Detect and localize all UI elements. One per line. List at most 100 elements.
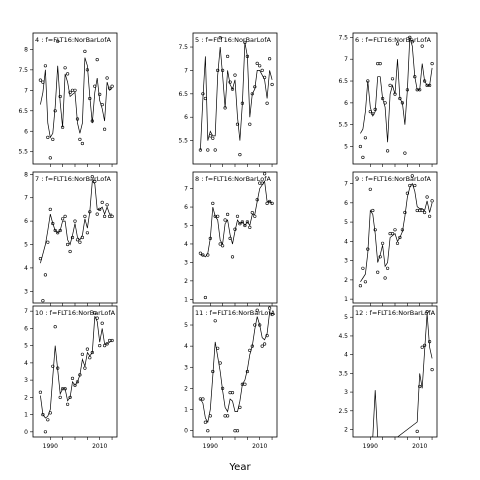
data-point bbox=[38, 257, 43, 261]
data-point bbox=[418, 88, 422, 92]
data-point bbox=[390, 232, 395, 236]
data-point bbox=[235, 214, 240, 218]
data-point bbox=[263, 75, 267, 79]
data-point bbox=[268, 57, 272, 61]
y-tick-label: 4 bbox=[24, 265, 28, 272]
data-point bbox=[216, 68, 220, 72]
panel-data bbox=[198, 306, 274, 433]
data-point bbox=[83, 366, 87, 370]
data-point bbox=[216, 214, 220, 218]
data-point bbox=[75, 238, 80, 242]
data-point bbox=[48, 156, 52, 160]
panel-title: 4 : f=FLT16:NorBarLofA bbox=[35, 36, 111, 44]
data-point bbox=[41, 299, 45, 303]
data-point bbox=[56, 366, 60, 370]
data-point bbox=[68, 90, 72, 94]
data-point bbox=[53, 325, 57, 329]
data-point bbox=[428, 83, 432, 87]
data-point bbox=[70, 235, 75, 240]
data-point bbox=[90, 119, 94, 123]
data-point bbox=[410, 174, 414, 178]
data-point bbox=[238, 153, 242, 157]
data-point bbox=[218, 36, 222, 40]
data-point bbox=[46, 418, 50, 422]
data-point bbox=[393, 92, 397, 96]
data-point bbox=[221, 386, 225, 391]
data-point bbox=[263, 342, 267, 346]
fitted-line bbox=[200, 311, 273, 424]
data-point bbox=[100, 321, 104, 325]
fitted-line bbox=[40, 180, 113, 264]
x-tick-label: 2010 bbox=[252, 443, 267, 450]
data-point bbox=[63, 66, 67, 70]
data-point bbox=[258, 323, 262, 327]
data-point bbox=[395, 241, 400, 245]
y-tick-label: 2 bbox=[184, 278, 188, 285]
y-tick-label: 5 bbox=[24, 242, 28, 249]
data-point bbox=[255, 61, 259, 66]
panel-title: 9 : f=FLT16:NorBarLofA bbox=[355, 175, 431, 183]
panel-frame bbox=[32, 305, 118, 438]
panel: 4 : f=FLT16:NorBarLofA 5.5 6 6.5 7 7.5 8 bbox=[18, 32, 118, 167]
y-tick-label: 3 bbox=[24, 377, 28, 384]
data-point bbox=[378, 61, 382, 66]
data-point bbox=[368, 109, 372, 114]
data-point bbox=[100, 102, 104, 107]
y-tick-label: 1 bbox=[344, 296, 348, 303]
data-point bbox=[53, 228, 57, 233]
data-point bbox=[206, 253, 210, 257]
y-tick-label: 5 bbox=[344, 144, 348, 151]
data-point bbox=[425, 310, 429, 314]
data-point bbox=[398, 235, 402, 240]
data-point bbox=[203, 420, 207, 424]
data-point bbox=[373, 228, 377, 232]
data-point bbox=[270, 201, 274, 205]
panel-title: 7 : f=FLT16:NorBarLofA bbox=[35, 175, 111, 183]
data-point bbox=[423, 343, 427, 347]
panel-data bbox=[370, 310, 434, 437]
data-point bbox=[221, 68, 225, 72]
y-tick-label: 7 bbox=[24, 87, 28, 94]
panel: 5 : f=FLT16:NorBarLofA 5.5 6 6.5 7 7.5 bbox=[178, 32, 278, 167]
data-point bbox=[373, 107, 377, 111]
data-point bbox=[78, 240, 82, 244]
data-point bbox=[228, 236, 232, 240]
data-point bbox=[58, 94, 62, 99]
data-point bbox=[223, 218, 227, 222]
data-point bbox=[245, 369, 249, 374]
data-point bbox=[405, 88, 410, 92]
data-point bbox=[105, 342, 109, 346]
y-tick-label: 2.5 bbox=[338, 408, 348, 415]
data-point bbox=[408, 183, 412, 188]
panel-title: 5 : f=FLT16:NorBarLofA bbox=[195, 36, 271, 44]
data-point bbox=[403, 210, 407, 215]
y-tick-label: 6 bbox=[344, 200, 348, 207]
fitted-line bbox=[40, 57, 113, 139]
data-point bbox=[218, 361, 222, 365]
data-point bbox=[41, 80, 45, 84]
data-point bbox=[83, 214, 87, 218]
data-point bbox=[85, 231, 89, 235]
panel-data bbox=[358, 174, 434, 288]
data-point bbox=[218, 242, 222, 246]
data-point bbox=[226, 414, 230, 418]
y-tick-label: 7 bbox=[184, 186, 188, 193]
data-point bbox=[73, 383, 77, 387]
data-point bbox=[85, 347, 89, 351]
y-tick-label: 6 bbox=[184, 204, 188, 211]
panel-data bbox=[38, 311, 114, 434]
data-point bbox=[413, 75, 417, 79]
data-point bbox=[428, 340, 432, 344]
data-point bbox=[208, 414, 212, 418]
data-point bbox=[410, 40, 414, 44]
panel-frame bbox=[352, 32, 438, 165]
data-point bbox=[253, 323, 257, 327]
data-point bbox=[98, 207, 102, 211]
data-point bbox=[430, 368, 434, 372]
data-point bbox=[243, 223, 247, 228]
y-tick-label: 3 bbox=[24, 288, 28, 295]
data-point bbox=[43, 273, 48, 277]
data-point bbox=[361, 266, 365, 270]
fitted-line bbox=[40, 316, 113, 419]
data-point bbox=[230, 391, 235, 395]
